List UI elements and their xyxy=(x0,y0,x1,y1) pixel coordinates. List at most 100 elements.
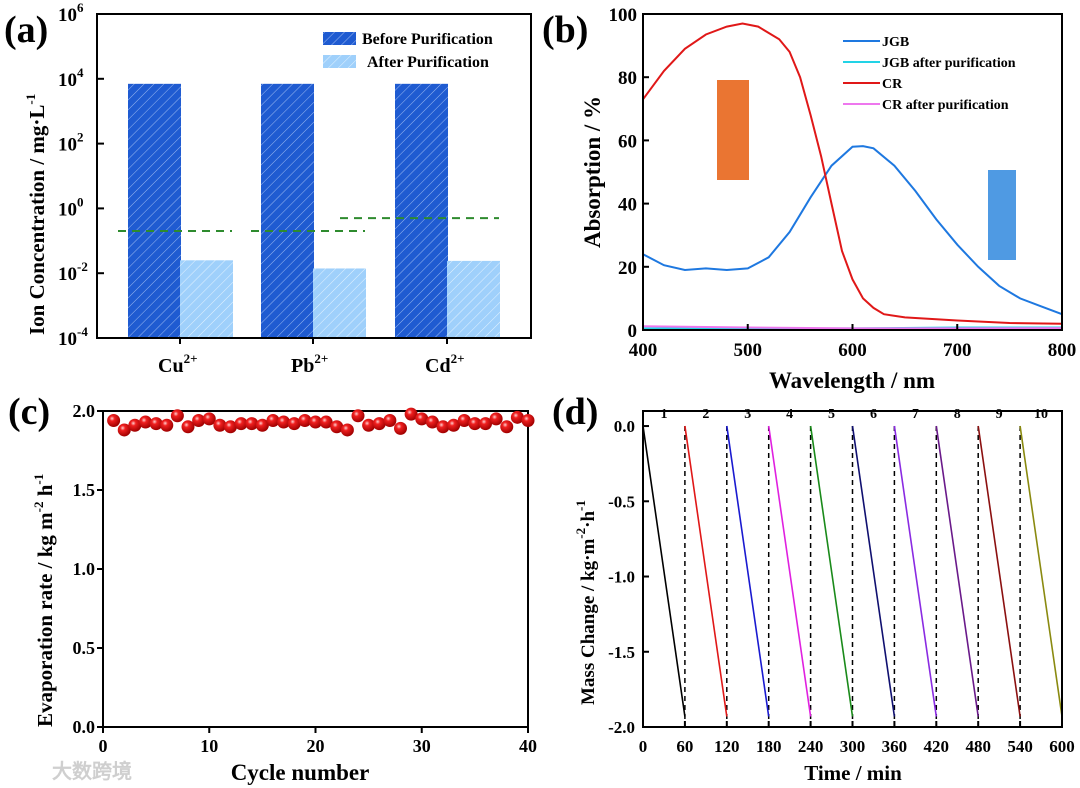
plot-frame xyxy=(102,410,529,728)
data-point xyxy=(149,417,163,431)
x-tick-label: 400 xyxy=(629,340,658,361)
data-point xyxy=(277,415,291,429)
x-axis-label: Time / min xyxy=(804,761,902,785)
y-tick-label: -0.5 xyxy=(608,492,635,511)
label-part: ·h xyxy=(578,511,599,528)
cycle-label: 7 xyxy=(912,407,919,422)
x-tick-label: 30 xyxy=(413,736,431,756)
panel-c: (c) 0 10 20 30 40 0.0 0.5 1.0 1.5 2.0 Cycle number E… xyxy=(8,391,537,785)
panel-label: (d) xyxy=(552,391,598,433)
superscript: -2 xyxy=(31,502,46,513)
x-tick-label: 40 xyxy=(519,736,537,756)
x-tick-label: 240 xyxy=(798,737,824,756)
data-point xyxy=(319,415,333,429)
superscript: 2 xyxy=(77,130,84,145)
superscript: -1 xyxy=(23,94,38,105)
y-tick-label: 0.5 xyxy=(73,638,96,658)
y-tick-label: 0.0 xyxy=(73,717,96,737)
bar-after xyxy=(313,268,366,338)
data-point xyxy=(160,418,174,432)
data-point xyxy=(500,420,514,434)
data-point xyxy=(192,413,206,427)
y-tick-label: 0.0 xyxy=(614,417,635,436)
data-point xyxy=(372,417,386,431)
x-tick-label: 300 xyxy=(840,737,866,756)
legend-label: After Purification xyxy=(367,54,489,71)
panel-b: (b) JGB JGB after purification CR CR after… xyxy=(542,5,1076,393)
jgb-cuvette-image xyxy=(988,170,1016,260)
data-point xyxy=(224,420,237,434)
cycle-line-1 xyxy=(642,425,686,717)
data-point xyxy=(425,415,439,429)
x-axis-label: Wavelength / nm xyxy=(769,368,935,393)
x-tick-label: 0 xyxy=(99,736,108,756)
data-point xyxy=(489,412,503,426)
cycle-label: 5 xyxy=(828,407,835,422)
tick-base: 10 xyxy=(58,329,77,350)
legend-label: JGB after purification xyxy=(882,56,1016,71)
data-point xyxy=(351,409,365,423)
data-point xyxy=(479,417,492,431)
data-point xyxy=(202,412,216,426)
superscript: 2+ xyxy=(451,351,465,366)
x-tick-label: 60 xyxy=(676,737,693,756)
data-point xyxy=(107,413,121,427)
cycle-label: 1 xyxy=(660,407,667,422)
panel-label: (c) xyxy=(8,391,50,433)
y-tick-label: 100 xyxy=(609,5,638,26)
superscript: -2 xyxy=(77,259,88,274)
y-tick-label: 10-4 xyxy=(58,324,88,350)
cycle-line-2 xyxy=(684,425,728,717)
superscript: -1 xyxy=(31,474,46,485)
data-point xyxy=(510,410,524,424)
superscript: 6 xyxy=(77,0,84,15)
x-tick-label: 420 xyxy=(924,737,950,756)
data-point xyxy=(436,420,450,434)
data-point xyxy=(128,418,142,432)
data-point xyxy=(213,418,227,432)
y-tick-label: 100 xyxy=(58,194,84,220)
y-tick-label: 80 xyxy=(618,68,637,89)
y-tick-label: -1.0 xyxy=(608,568,635,587)
y-axis-label: Evaporation rate / kg m-2 h-1 xyxy=(31,474,57,727)
data-point xyxy=(457,413,471,427)
x-tick-label: 600 xyxy=(1049,737,1075,756)
data-point xyxy=(117,423,131,437)
data-point xyxy=(234,417,248,431)
y-tick-label: 102 xyxy=(58,130,84,156)
label-part: h xyxy=(33,484,57,501)
data-point xyxy=(181,420,195,434)
cycle-label: 9 xyxy=(996,407,1003,422)
data-point xyxy=(287,417,301,431)
panel-label: (b) xyxy=(542,9,588,51)
x-tick-label: 700 xyxy=(943,340,972,361)
x-category-label: Cu2+ xyxy=(158,351,198,377)
cycle-line-9 xyxy=(977,425,1021,717)
y-tick-label: 10-2 xyxy=(58,259,88,285)
watermark: 大数跨境 xyxy=(52,759,132,783)
x-tick-label: 0 xyxy=(639,737,648,756)
x-tick-label: 800 xyxy=(1048,340,1077,361)
series-line-0 xyxy=(642,145,1063,316)
x-tick-label: 120 xyxy=(714,737,740,756)
x-category-label: Cd2+ xyxy=(425,351,465,377)
legend-label: CR after purification xyxy=(882,98,1009,113)
x-category-label: Pb2+ xyxy=(291,351,328,377)
superscript: -1 xyxy=(573,500,588,511)
superscript: -2 xyxy=(573,528,588,539)
tick-base: 10 xyxy=(58,264,77,285)
tick-base: 10 xyxy=(58,199,77,220)
data-point xyxy=(298,413,312,427)
y-tick-label: -1.5 xyxy=(608,643,635,662)
y-tick-label: 2.0 xyxy=(73,401,96,421)
cycle-label: 3 xyxy=(744,407,751,422)
cycle-line-4 xyxy=(767,425,812,717)
y-tick-label: 104 xyxy=(58,65,84,91)
y-axis-label: Mass Change / kg·m-2·h-1 xyxy=(573,500,599,705)
x-tick-label: 600 xyxy=(838,340,867,361)
x-tick-label: 540 xyxy=(1007,737,1033,756)
cycle-line-6 xyxy=(851,425,896,717)
x-tick-label: 20 xyxy=(307,736,325,756)
